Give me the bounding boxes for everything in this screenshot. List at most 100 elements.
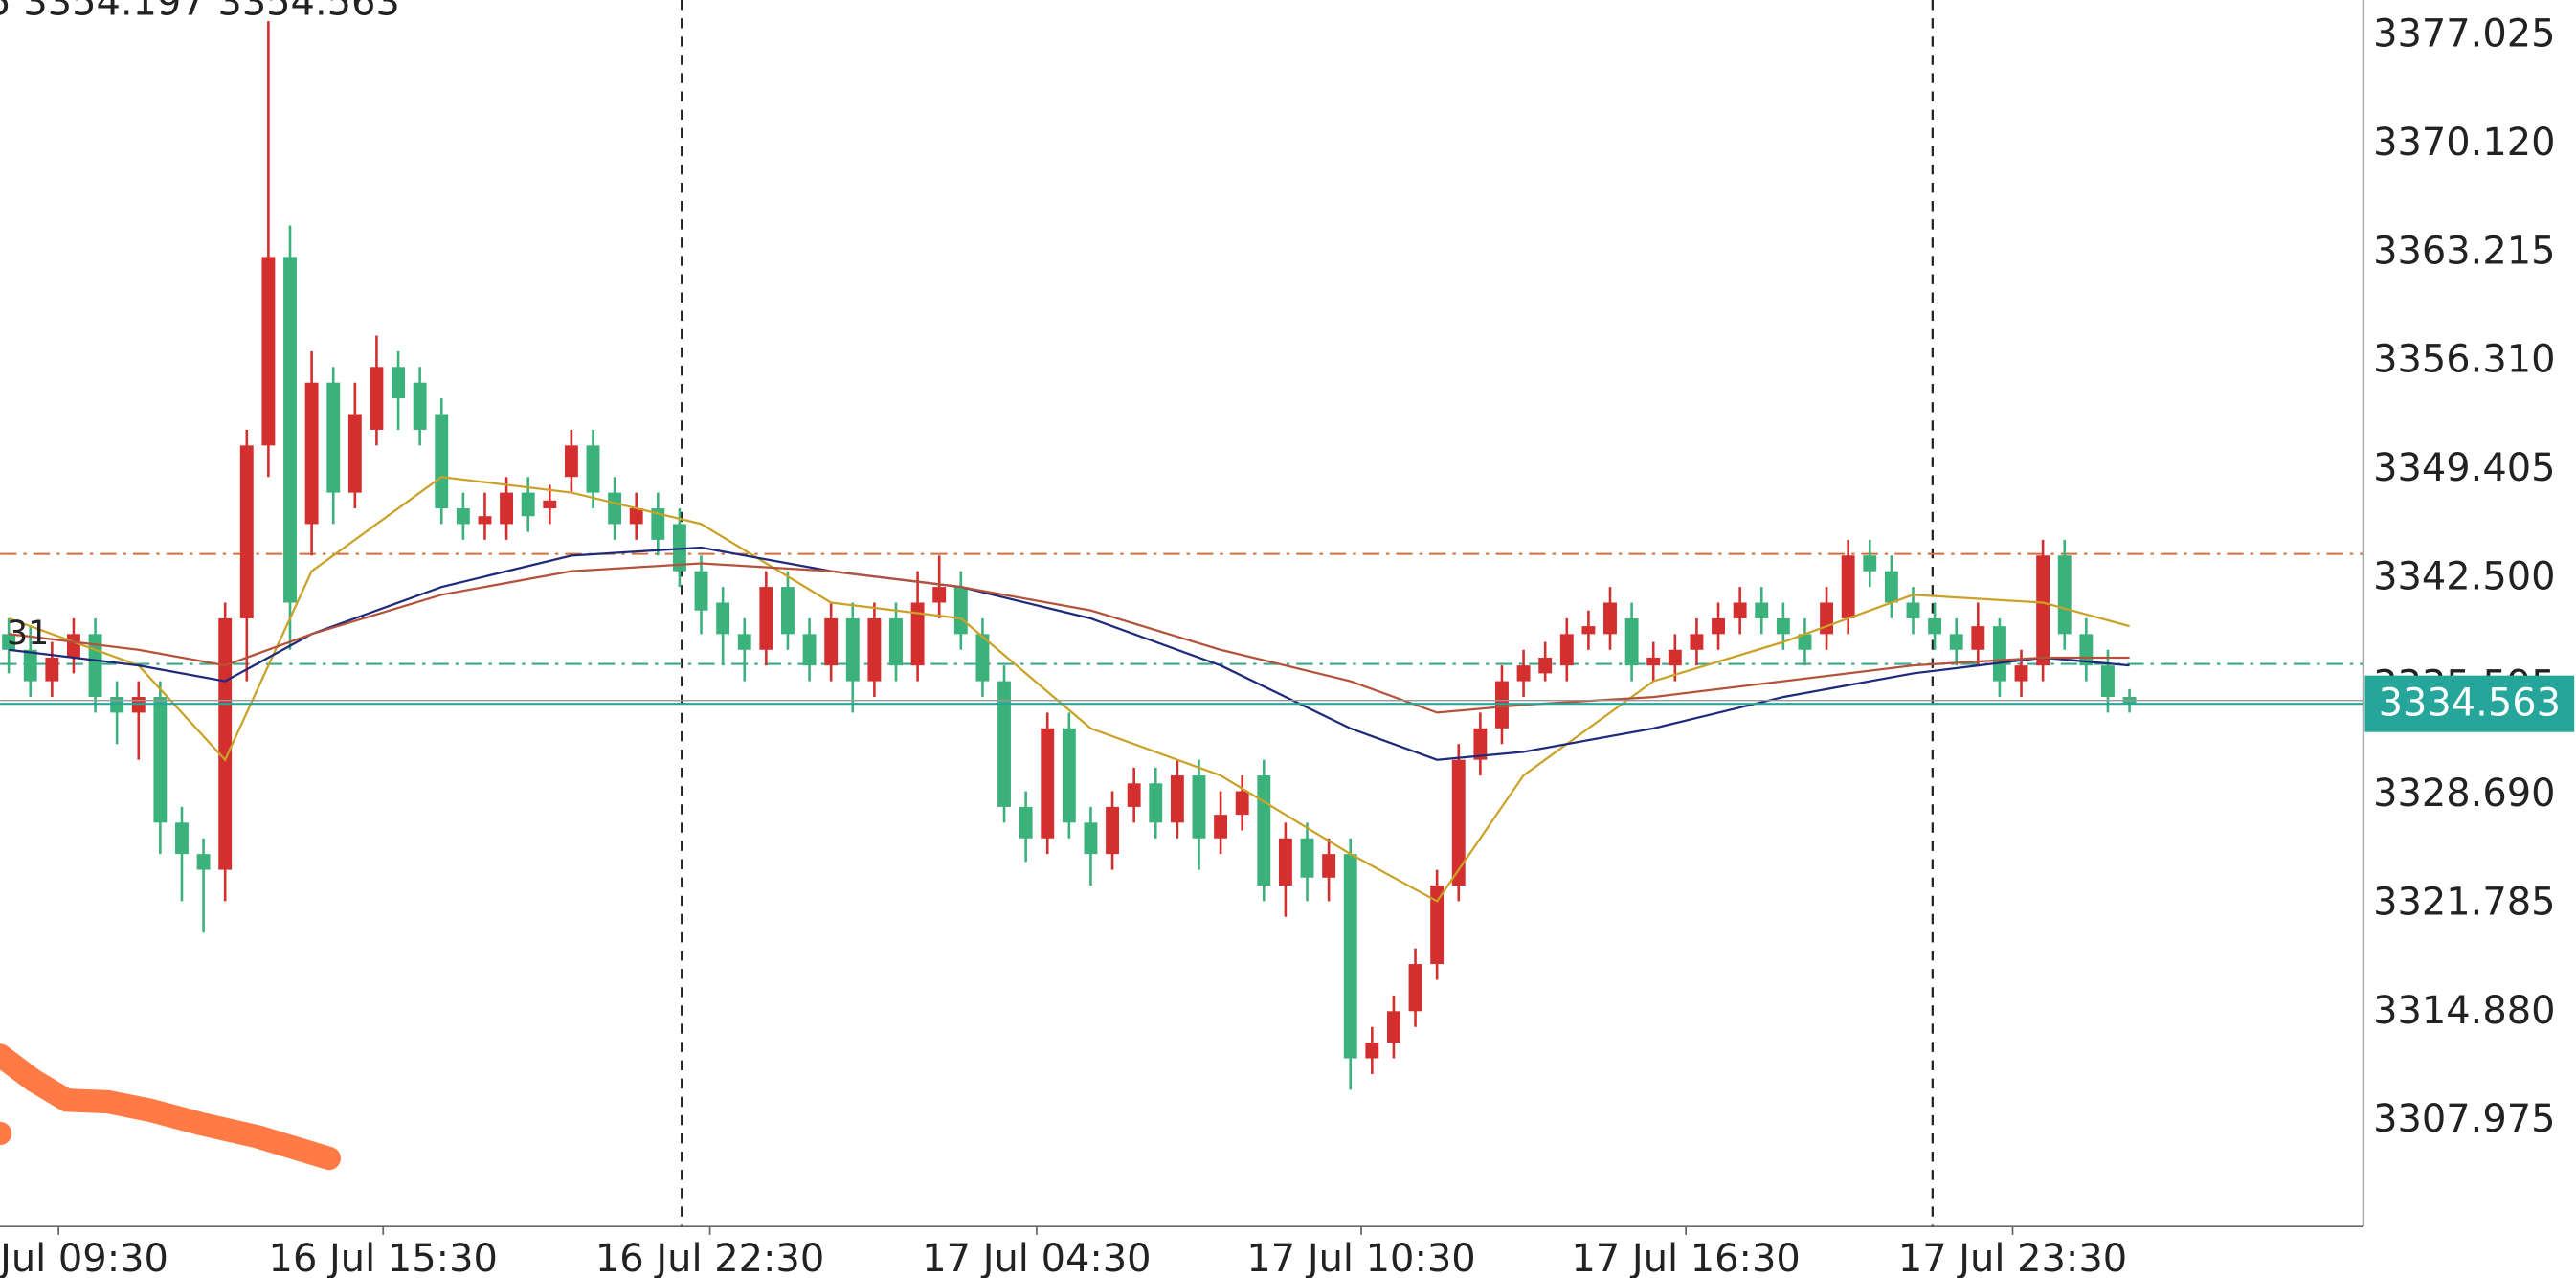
candle-body xyxy=(1928,617,1942,635)
candle-body xyxy=(2057,555,2072,635)
x-tick-label: 17 Jul 04:30 xyxy=(922,1237,1151,1278)
candle-body xyxy=(1624,617,1639,666)
candle-body xyxy=(953,587,968,635)
candle-body xyxy=(1300,838,1314,878)
candle-body xyxy=(1559,634,1574,666)
candle-body xyxy=(1581,626,1596,635)
candle-body xyxy=(1084,822,1098,855)
candle-body xyxy=(1884,571,1898,603)
last-price-label: 3334.563 xyxy=(2379,681,2561,725)
axes: 3307.9753314.8803321.7853328.6903335.595… xyxy=(0,12,2575,1278)
y-tick-label: 3349.405 xyxy=(2373,446,2555,490)
candle-body xyxy=(261,257,276,446)
y-tick-label: 3321.785 xyxy=(2373,880,2555,924)
candle-body xyxy=(1365,1043,1379,1059)
candle-body xyxy=(910,602,925,666)
candle-body xyxy=(1451,759,1466,886)
x-tick-label: 17 Jul 16:30 xyxy=(1571,1237,1800,1278)
candle-body xyxy=(1278,838,1292,886)
y-tick-label: 3370.120 xyxy=(2373,121,2555,165)
candle-body xyxy=(1343,854,1357,1059)
moving-average xyxy=(8,476,2130,903)
candle-body xyxy=(1235,791,1249,816)
candle-body xyxy=(283,257,297,603)
x-tick-label: Jul 09:30 xyxy=(0,1237,168,1278)
candle-body xyxy=(543,500,557,509)
y-tick-label: 3377.025 xyxy=(2373,12,2555,56)
candle-body xyxy=(67,634,80,658)
candle-body xyxy=(2101,665,2115,698)
candle-body xyxy=(239,445,254,618)
candle-body xyxy=(521,492,535,517)
candle-body xyxy=(1668,649,1682,666)
candle-body xyxy=(23,649,37,682)
candle-body xyxy=(975,634,990,682)
y-tick-label: 3363.215 xyxy=(2373,229,2555,273)
candle-body xyxy=(1646,657,1661,666)
candle-body xyxy=(413,382,427,430)
candle-body xyxy=(1516,665,1531,682)
candle-body xyxy=(1863,555,1877,572)
candle-body xyxy=(932,587,947,603)
candle-body xyxy=(175,822,189,855)
candle-body xyxy=(586,445,600,493)
plot xyxy=(0,0,2363,1227)
candle-body xyxy=(802,634,817,666)
moving-average xyxy=(8,562,2130,714)
candle-body xyxy=(759,587,773,650)
candle-body xyxy=(716,602,730,635)
candle-body xyxy=(1430,885,1445,965)
candle-body xyxy=(88,634,102,698)
candle-body xyxy=(1776,617,1790,635)
candle-body xyxy=(1473,728,1488,760)
candle-body xyxy=(672,524,686,572)
candle-body xyxy=(326,382,341,493)
candle-body xyxy=(370,367,384,430)
candle-body xyxy=(218,617,233,870)
candle-body xyxy=(1170,775,1184,823)
candle-body xyxy=(608,492,622,525)
candle-body xyxy=(1041,728,1055,839)
candle-body xyxy=(1127,783,1141,807)
candle-body xyxy=(1820,602,1834,635)
candle-body xyxy=(392,367,405,399)
last-price-box xyxy=(2364,675,2575,732)
candle-body xyxy=(1798,634,1812,650)
y-tick-label: 3314.880 xyxy=(2373,989,2555,1033)
candle-body xyxy=(1971,626,1985,650)
info-text: 5 3354.197 3354.563 xyxy=(0,0,400,25)
candle-body xyxy=(1019,806,1033,839)
y-tick-label: 3328.690 xyxy=(2373,772,2555,816)
candle-body xyxy=(1192,775,1206,839)
candle-body xyxy=(2036,555,2050,666)
candle-body xyxy=(1062,728,1076,823)
candle-body xyxy=(1712,617,1725,635)
candle-body xyxy=(629,508,643,525)
candle-body xyxy=(304,382,319,525)
candle-body xyxy=(889,617,903,666)
x-tick-label: 16 Jul 22:30 xyxy=(595,1237,824,1278)
candle-body xyxy=(1538,657,1553,674)
candle-body xyxy=(997,681,1011,807)
candle-body xyxy=(45,657,59,682)
freehand-drawing xyxy=(0,1121,12,1146)
candle-body xyxy=(1149,783,1163,823)
candle-body xyxy=(1906,602,1920,618)
candle-body xyxy=(1386,1011,1400,1043)
candle-body xyxy=(1214,815,1228,839)
candle-body xyxy=(781,587,795,635)
y-tick-label: 3356.310 xyxy=(2373,338,2555,382)
candle-body xyxy=(2,634,16,650)
candle-body xyxy=(1690,634,1704,650)
x-tick-label: 17 Jul 10:30 xyxy=(1246,1237,1475,1278)
candle-body xyxy=(1106,806,1119,855)
candle-body xyxy=(1992,626,2006,682)
candle-body xyxy=(1257,775,1271,886)
candle-body xyxy=(824,617,839,666)
x-tick-label: 17 Jul 23:30 xyxy=(1898,1237,2127,1278)
candle-body xyxy=(1603,602,1617,635)
candle-body xyxy=(694,571,708,611)
